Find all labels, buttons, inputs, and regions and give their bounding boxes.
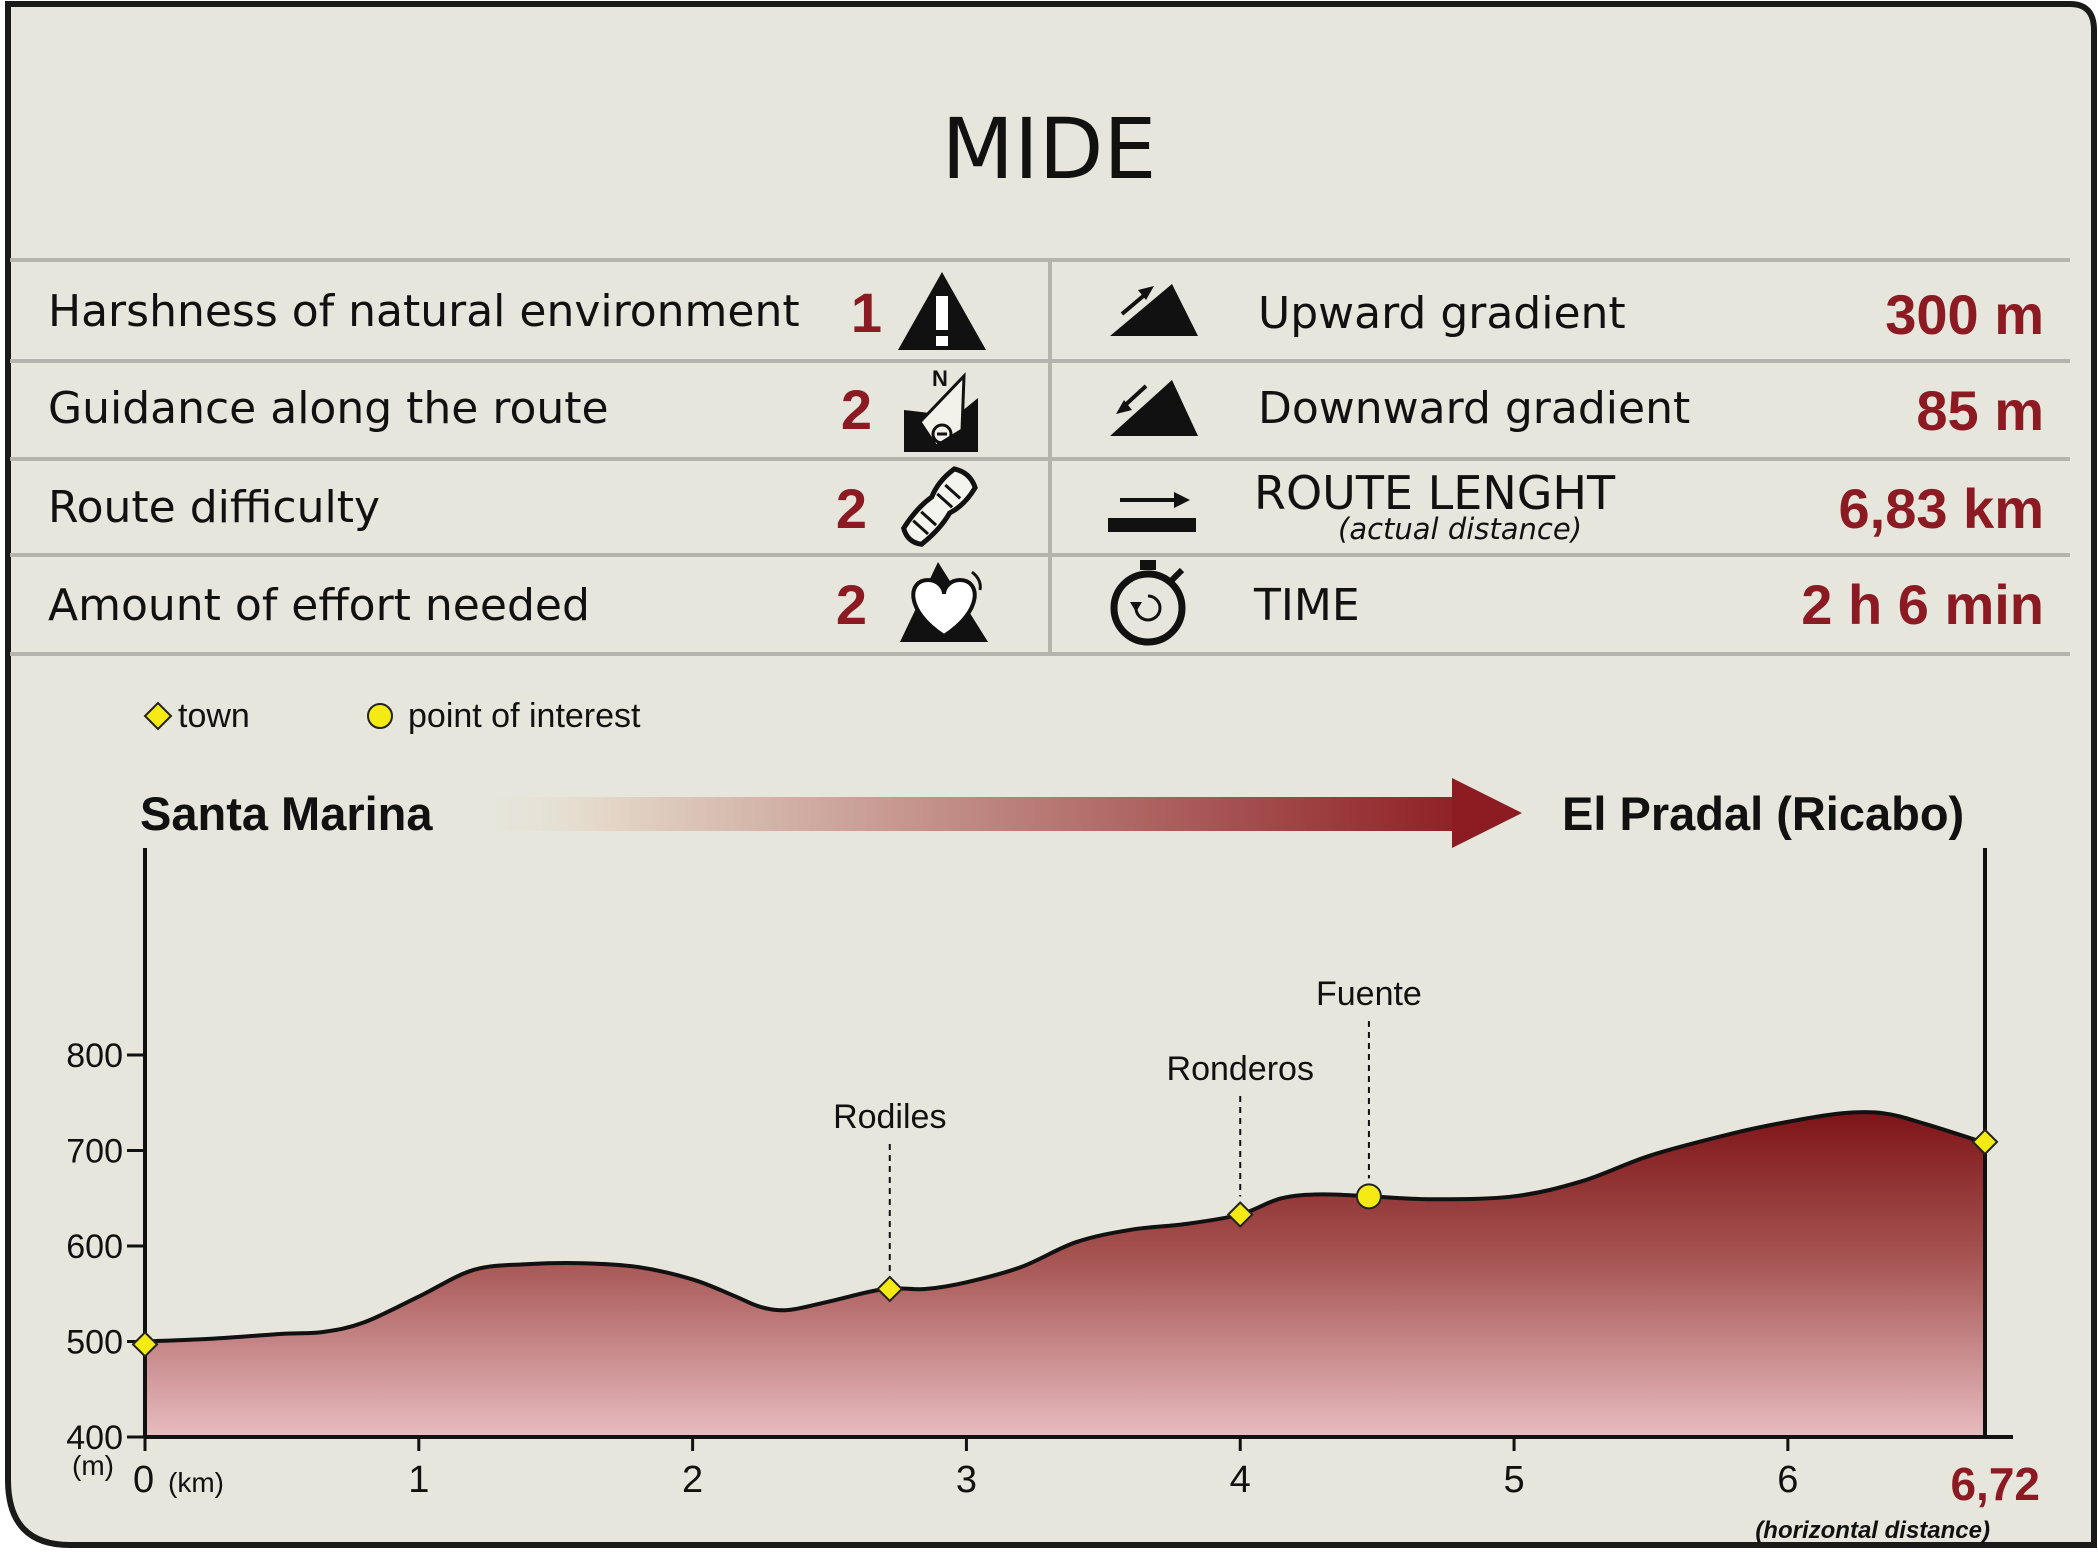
mide-left-label-3: Amount of effort needed bbox=[48, 580, 590, 631]
mide-right-value-0: 300 m bbox=[1885, 283, 2044, 346]
mide-right-label-1: Downward gradient bbox=[1258, 383, 1691, 434]
direction-arrow bbox=[478, 778, 1522, 848]
legend-poi-label: point of interest bbox=[408, 697, 641, 735]
compass-map-icon: N bbox=[904, 366, 978, 452]
mide-left-value-0: 1 bbox=[850, 281, 882, 344]
mide-right-value-2: 6,83 km bbox=[1838, 477, 2045, 540]
mide-right-label-2: ROUTE LENGHT bbox=[1254, 466, 1616, 520]
boot-sole-icon bbox=[900, 466, 978, 547]
x-tick-label-2: 2 bbox=[682, 1459, 703, 1501]
marker-label-rodiles: Rodiles bbox=[833, 1098, 946, 1136]
mide-table-lines bbox=[10, 258, 2070, 656]
x-tick-label-4: 4 bbox=[1230, 1459, 1251, 1501]
downward-slope-icon bbox=[1110, 380, 1198, 436]
y-tick-label-800: 800 bbox=[66, 1037, 123, 1075]
mide-left-value-1: 2 bbox=[840, 378, 872, 441]
legend-poi-marker bbox=[367, 703, 393, 729]
panel-background bbox=[5, 1, 2097, 1548]
y-tick-label-600: 600 bbox=[66, 1228, 123, 1266]
y-tick-label-400: 400 bbox=[66, 1419, 123, 1457]
elevation-profile-chart: 400 500 600 700 800 (m) 0 1 2 3 4 5 6 (km) 6,72 (horizo… bbox=[66, 848, 2040, 1544]
town-marker-el-pradal-ricabo bbox=[1971, 1128, 1999, 1156]
marker-label-fuente: Fuente bbox=[1316, 975, 1422, 1013]
route-start: Santa Marina bbox=[140, 787, 433, 840]
page-title: MIDE bbox=[941, 100, 1157, 198]
mide-left-value-3: 2 bbox=[835, 573, 867, 636]
route-end: El Pradal (Ricabo) bbox=[1562, 787, 1965, 840]
town-marker-rodiles bbox=[876, 1275, 904, 1303]
stopwatch-icon bbox=[1110, 560, 1186, 646]
mide-right-label-0: Upward gradient bbox=[1258, 288, 1626, 339]
x-tick-label-6: 6 bbox=[1777, 1459, 1798, 1501]
x-end-note: (horizontal distance) bbox=[1755, 1517, 1990, 1544]
x-tick-label-5: 5 bbox=[1503, 1459, 1524, 1501]
poi-marker-fuente bbox=[1355, 1183, 1382, 1210]
svg-text:N: N bbox=[932, 366, 948, 391]
y-tick-label-500: 500 bbox=[66, 1324, 123, 1362]
mide-left-label-0: Harshness of natural environment bbox=[48, 286, 800, 337]
mide-left-value-2: 2 bbox=[835, 477, 867, 540]
upward-slope-icon bbox=[1110, 284, 1198, 336]
y-tick-label-700: 700 bbox=[66, 1133, 123, 1171]
mide-right-value-3: 2 h 6 min bbox=[1801, 573, 2044, 636]
marker-label-ronderos: Ronderos bbox=[1167, 1050, 1314, 1088]
x-end-label: 6,72 bbox=[1950, 1458, 2040, 1510]
x-tick-label-1: 1 bbox=[408, 1459, 429, 1501]
town-marker-ronderos bbox=[1226, 1201, 1254, 1228]
distance-arrow-icon bbox=[1108, 492, 1196, 532]
legend-town-marker bbox=[143, 701, 173, 731]
x-tick-label-3: 3 bbox=[956, 1459, 977, 1501]
x-tick-label-0: 0 bbox=[133, 1459, 154, 1501]
town-marker-santa-marina bbox=[131, 1330, 159, 1358]
legend-town-label: town bbox=[178, 697, 250, 735]
warning-mountain-icon bbox=[898, 272, 986, 350]
elevation-line bbox=[144, 1110, 1986, 1344]
mide-right-sublabel-2: (actual distance) bbox=[1338, 512, 1583, 546]
y-axis-label: (m) bbox=[72, 1450, 114, 1481]
x-axis-label: (km) bbox=[168, 1467, 224, 1498]
mide-right-value-1: 85 m bbox=[1916, 379, 2044, 442]
mide-left-label-1: Guidance along the route bbox=[48, 383, 609, 434]
mide-left-label-2: Route difficulty bbox=[48, 482, 380, 533]
mide-right-label-3: TIME bbox=[1254, 580, 1360, 631]
heart-mountain-icon bbox=[900, 562, 988, 642]
elevation-area bbox=[145, 1112, 1985, 1437]
